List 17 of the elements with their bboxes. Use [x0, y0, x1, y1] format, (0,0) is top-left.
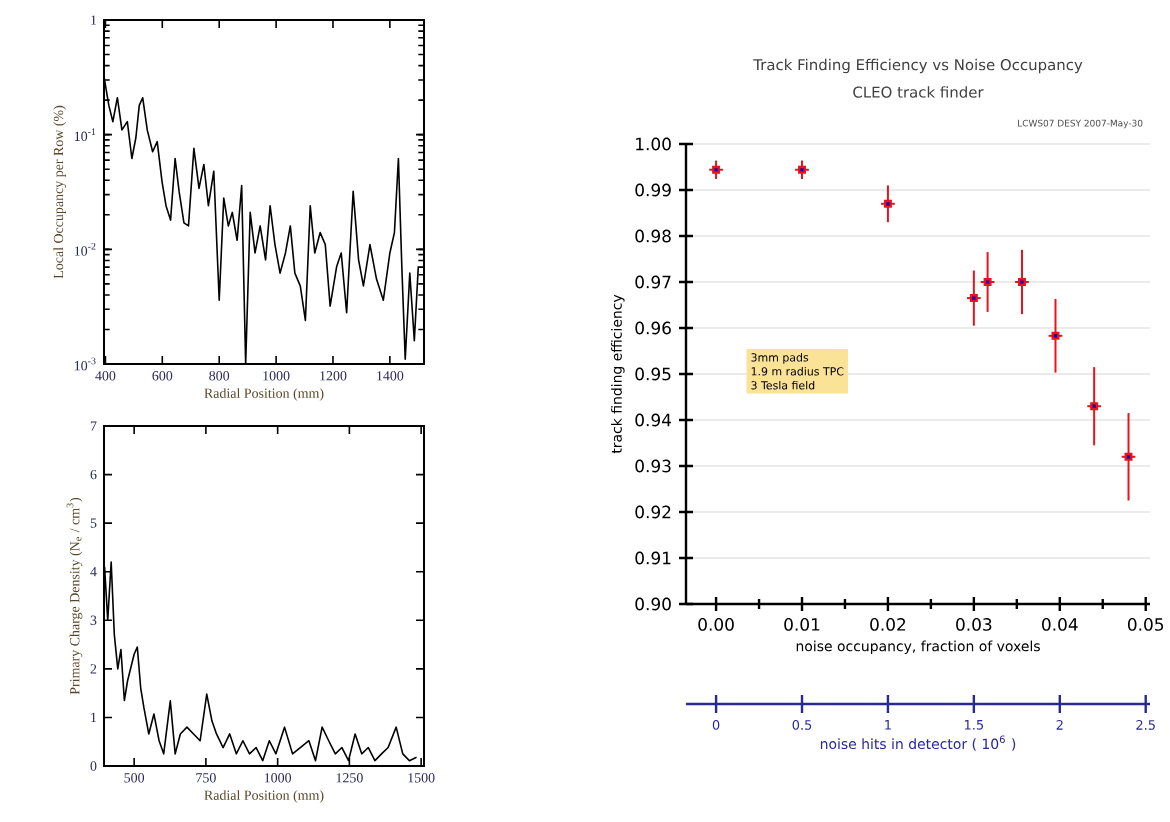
y-tick-label: 0.95	[635, 367, 671, 381]
x-tick-label: 0.04	[1042, 618, 1078, 631]
x-tick-label: 0.03	[956, 618, 992, 631]
y-tick-label: 0.90	[635, 597, 671, 611]
y-tick-label: 0.96	[635, 321, 671, 335]
x-tick-label: 0.05	[1127, 618, 1164, 631]
y-tick-label: 0.97	[635, 275, 671, 289]
y-tick-label: 0.94	[635, 413, 671, 427]
y-tick-label: 0.99	[635, 183, 671, 197]
x-tick-label: 0.01	[784, 618, 820, 631]
y-tick-label: 1.00	[636, 137, 671, 151]
x-tick-label: 0.02	[870, 618, 906, 631]
y-tick-label: 0.91	[635, 551, 671, 565]
y-tick-label: 0.92	[635, 505, 671, 519]
y-tick-label: 0.93	[635, 459, 671, 473]
x-tick-label: 0.00	[698, 618, 734, 631]
y-tick-label: 0.98	[635, 229, 671, 243]
